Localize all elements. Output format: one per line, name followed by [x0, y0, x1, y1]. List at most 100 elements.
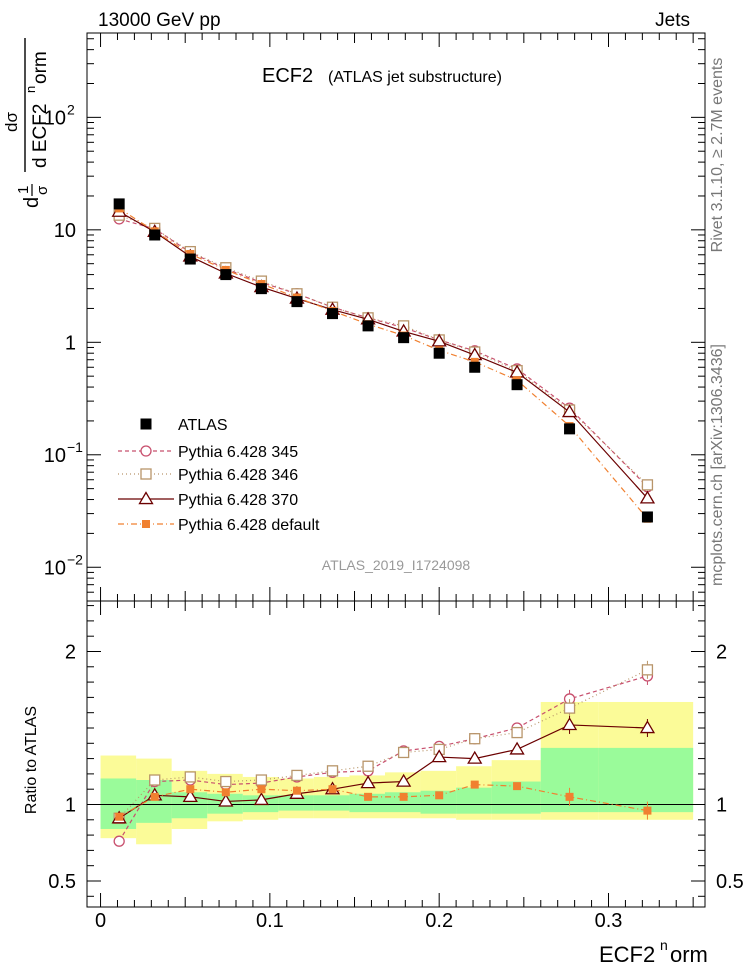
main-point	[641, 479, 654, 491]
ratio-point	[639, 720, 656, 734]
ratio-point	[513, 782, 522, 791]
ratio-point	[149, 774, 161, 786]
main-ylabel: d 1 σ dσ d ECF2 n orm	[2, 38, 51, 208]
main-series-data	[113, 198, 653, 523]
ratio-point	[511, 726, 523, 739]
ratio-series-square	[113, 660, 654, 824]
ratio-point	[467, 750, 483, 764]
ylabel-d1: d	[21, 197, 43, 208]
main-point	[433, 347, 445, 359]
main-point	[362, 320, 374, 332]
legend-label: Pythia 6.428 346	[178, 467, 298, 484]
ratio-point	[435, 791, 444, 800]
ratio-band-inner	[598, 747, 694, 813]
ratio-plot-frame	[86, 600, 706, 908]
ratio-point	[182, 789, 198, 803]
ratio-band-inner	[313, 795, 350, 811]
ratio-point	[469, 733, 481, 745]
legend: ATLAS Pythia 6.428 345 Pythia 6.428 346 Pyt…	[118, 417, 320, 534]
ylabel-num: dσ	[2, 112, 21, 132]
main-point	[291, 296, 303, 308]
ratio-point	[150, 792, 159, 801]
legend-label: Pythia 6.428 default	[178, 517, 320, 534]
ratio-point	[399, 792, 408, 801]
ratio-band-inner	[384, 792, 421, 813]
main-point	[469, 361, 481, 373]
legend-label: Pythia 6.428 370	[178, 492, 298, 509]
ratio-point	[397, 746, 410, 759]
legend-marker	[140, 418, 152, 430]
ratio-ytick-label-right: 0.5	[716, 871, 744, 893]
ratio-point	[221, 788, 230, 797]
legend-marker	[142, 520, 150, 528]
ratio-point	[326, 765, 339, 777]
rivet-version-label: Rivet 3.1.10, ≥ 2.7M events	[709, 58, 726, 253]
main-ytick-exponent: −1	[67, 439, 83, 455]
watermark: ATLAS_2019_I1724098	[322, 557, 471, 573]
main-series-line	[119, 218, 648, 488]
main-ytick-label: 10	[44, 445, 66, 467]
ratio-point	[291, 769, 303, 782]
ratio-point	[328, 785, 337, 794]
ratio-series-line	[118, 669, 648, 819]
ratio-ylabel: Ratio to ATLAS	[23, 706, 40, 814]
ratio-point	[563, 702, 576, 714]
ylabel-sigma: σ	[34, 185, 51, 195]
ratio-point	[360, 775, 376, 789]
ratio-point	[113, 835, 125, 847]
main-point	[184, 253, 196, 265]
ratio-point	[470, 780, 479, 789]
ratio-series-line	[118, 783, 648, 818]
mcplots-label: mcplots.cern.ch [arXiv:1306.3436]	[709, 344, 726, 586]
ratio-xtick-label: 0	[95, 910, 106, 932]
main-ytick-label: 10	[44, 557, 66, 579]
ratio-ytick-label-left: 2	[65, 641, 76, 663]
ratio-point	[292, 786, 301, 795]
ratio-point	[253, 792, 270, 806]
ratio-band-inner	[456, 787, 492, 814]
legend-marker	[140, 445, 152, 457]
ratio-series-filled-square	[115, 780, 652, 821]
ratio-xtick-label: 0.3	[595, 910, 623, 932]
legend-marker	[138, 491, 154, 505]
main-point	[431, 333, 447, 347]
ratio-point	[115, 812, 124, 821]
xlabel-tail: orm	[670, 942, 708, 967]
ylabel-den: d ECF2	[30, 104, 51, 168]
ratio-band-inner	[278, 795, 314, 811]
main-point	[149, 229, 161, 241]
ratio-ytick-label-left: 1	[65, 794, 76, 816]
plot-title: ECF2	[262, 65, 313, 87]
ratio-panel: 0.5 0.5 1 1 2 2 0 0.1 0.2 0.3	[48, 600, 744, 932]
xlabel: ECF2 n orm	[599, 937, 708, 967]
main-point	[564, 423, 576, 435]
main-point	[255, 283, 267, 295]
ratio-series-line	[118, 724, 648, 819]
ratio-xtick-label: 0.2	[425, 910, 453, 932]
ratio-point	[364, 792, 373, 801]
main-point	[639, 490, 656, 504]
ratio-ytick-label-left: 0.5	[48, 871, 76, 893]
main-point	[641, 511, 653, 523]
ratio-series-line	[118, 675, 648, 842]
ylabel-one: 1	[15, 186, 32, 194]
main-series-line	[118, 207, 648, 520]
ylabel-den-sup: n	[23, 86, 38, 93]
legend-label: ATLAS	[178, 417, 228, 434]
main-ytick-label: 10	[54, 220, 76, 242]
ratio-point	[186, 785, 195, 794]
ratio-point	[255, 774, 268, 786]
ratio-point	[641, 664, 654, 676]
header-jets-label: Jets	[655, 10, 690, 31]
ratio-point	[395, 773, 412, 787]
xlabel-main: ECF2	[599, 942, 655, 967]
ratio-point	[362, 760, 374, 772]
main-ytick-exponent: −2	[67, 551, 83, 567]
ratio-point	[184, 771, 196, 783]
main-plot-frame	[86, 32, 706, 602]
ratio-point	[509, 741, 525, 755]
ratio-point	[218, 793, 234, 807]
ylabel-den-tail: orm	[30, 51, 51, 84]
ratio-xtick-label: 0.1	[256, 910, 284, 932]
